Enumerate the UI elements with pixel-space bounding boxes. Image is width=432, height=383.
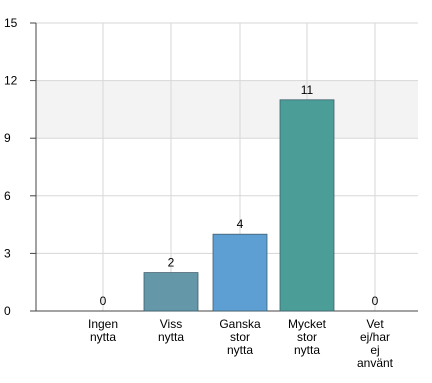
y-tick-label: 0 [4,304,11,318]
data-label: 11 [301,83,314,97]
x-tick-label-line: Vet [366,317,384,331]
data-label: 4 [237,217,244,231]
bar [279,99,335,312]
x-tick-label-line: Viss [160,317,182,331]
x-tick-label-line: nytta [227,343,253,357]
x-tick-label-line: Ganska [219,317,261,331]
x-tick-label: Viss nytta [158,317,184,344]
x-tick-label: Ganska stor nytta [219,317,261,357]
y-tick-label: 6 [4,189,11,203]
y-tick-label: 15 [4,16,18,30]
plot-band [36,80,418,139]
y-tick-label: 12 [4,74,18,88]
data-label: 2 [168,256,175,270]
data-label: 0 [372,294,379,308]
y-tick-label: 3 [4,246,11,260]
bar [143,272,199,312]
x-tick-label-line: stor [297,330,317,344]
x-tick-label-line: nytta [294,343,320,357]
x-tick-label-line: nytta [158,330,184,344]
y-tick-label: 9 [4,131,11,145]
x-tick-label-line: Mycket [288,317,327,331]
x-tick-label-line: använt [357,356,394,370]
x-tick-label: Ingen nytta [88,317,118,344]
x-tick-label-line: Ingen [88,317,118,331]
data-label: 0 [100,294,107,308]
x-tick-label-line: ej/har [360,330,390,344]
x-tick-label: Vet ej/har ej använt [357,317,394,370]
x-tick-label-line: ej [370,343,379,357]
x-tick-label: Mycket stor nytta [288,317,327,357]
x-tick-label-line: nytta [90,330,116,344]
x-tick-label-line: stor [230,330,250,344]
bar [212,233,268,312]
